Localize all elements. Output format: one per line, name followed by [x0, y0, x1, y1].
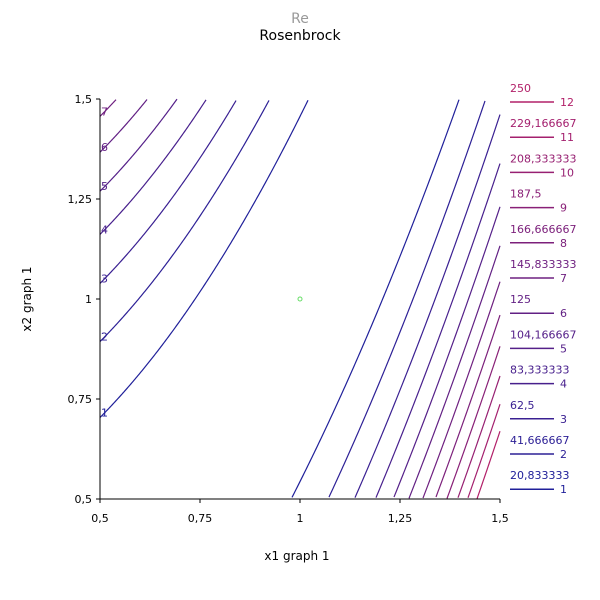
contour-line-level-7: [99, 99, 117, 117]
legend-index: 2: [560, 448, 567, 461]
contour-line-level-2: [328, 100, 486, 498]
y-tick-label: 0,75: [68, 393, 93, 406]
optimum-marker: [297, 296, 303, 302]
legend-index: 12: [560, 96, 574, 109]
legend-value: 20,833333: [510, 469, 570, 482]
legend-index: 7: [560, 272, 567, 285]
contour-inline-labels: 1 2 3 4 5 6 7: [101, 105, 108, 419]
contour-line-level-3: [99, 100, 237, 284]
contour-line-level-10: [457, 375, 501, 498]
contour-inline-label: 1: [101, 407, 108, 420]
optimum-point: [297, 296, 303, 302]
contour-inline-label: 3: [101, 272, 108, 285]
y-axis-label: x2 graph 1: [20, 266, 34, 331]
contour-line-level-7: [422, 281, 501, 499]
y-ticks: 0,5 0,75 1 1,25 1,5: [68, 93, 100, 506]
x-axis-label: x1 graph 1: [264, 549, 329, 563]
legend-value: 208,333333: [510, 152, 576, 165]
contour-line-level-4: [375, 163, 501, 498]
x-tick-label: 1,5: [491, 512, 509, 525]
chart-title: Rosenbrock: [259, 28, 341, 44]
legend-index: 5: [560, 342, 567, 355]
contour-line-level-1: [99, 100, 309, 418]
legend-index: 8: [560, 237, 567, 250]
contour-inline-label: 6: [101, 141, 108, 154]
x-tick-label: 1: [297, 512, 304, 525]
contour-line-level-11: [467, 404, 501, 498]
contour-line-level-4: [99, 99, 207, 235]
y-tick-label: 0,5: [75, 493, 93, 506]
y-tick-label: 1,5: [75, 93, 93, 106]
legend-value: 62,5: [510, 399, 535, 412]
legend-value: 187,5: [510, 188, 542, 201]
legend-index: 3: [560, 413, 567, 426]
legend-value: 250: [510, 82, 531, 95]
legend-value: 104,166667: [510, 328, 576, 341]
contour-line-level-5: [99, 98, 178, 192]
legend-index: 9: [560, 202, 567, 215]
chart-supertitle: Re: [291, 11, 309, 27]
contour-line-level-3: [354, 114, 501, 498]
y-tick-label: 1,25: [68, 193, 93, 206]
contour-line-level-5: [393, 206, 501, 498]
contour-line-level-9: [446, 346, 501, 499]
legend-value: 41,666667: [510, 434, 570, 447]
x-ticks: 0,5 0,75 1 1,25 1,5: [91, 499, 509, 525]
legend-value: 166,666667: [510, 223, 576, 236]
contour-line-level-2: [99, 100, 270, 343]
contour-inline-label: 7: [101, 105, 108, 118]
legend-index: 4: [560, 378, 567, 391]
legend-value: 229,166667: [510, 117, 576, 130]
x-tick-label: 0,5: [91, 512, 109, 525]
contour-line-level-12: [476, 430, 501, 500]
contour-line-level-1: [291, 99, 460, 498]
contour-inline-label: 2: [101, 331, 108, 344]
contour-lines: [99, 98, 501, 500]
contour-inline-label: 4: [101, 223, 108, 236]
contour-line-level-6: [99, 99, 148, 153]
legend-value: 125: [510, 293, 531, 306]
legend-index: 6: [560, 307, 567, 320]
x-tick-label: 0,75: [188, 512, 213, 525]
legend-index: 11: [560, 131, 574, 144]
legend: 25012229,16666711208,33333310187,59166,6…: [510, 82, 576, 496]
x-tick-label: 1,25: [388, 512, 413, 525]
contour-line-level-8: [435, 314, 501, 498]
legend-value: 83,333333: [510, 364, 570, 377]
contour-line-level-6: [408, 245, 501, 499]
legend-value: 145,833333: [510, 258, 576, 271]
y-tick-label: 1: [85, 293, 92, 306]
contour-inline-label: 5: [101, 180, 108, 193]
legend-index: 1: [560, 483, 567, 496]
axes: [99, 99, 500, 500]
legend-index: 10: [560, 166, 574, 179]
